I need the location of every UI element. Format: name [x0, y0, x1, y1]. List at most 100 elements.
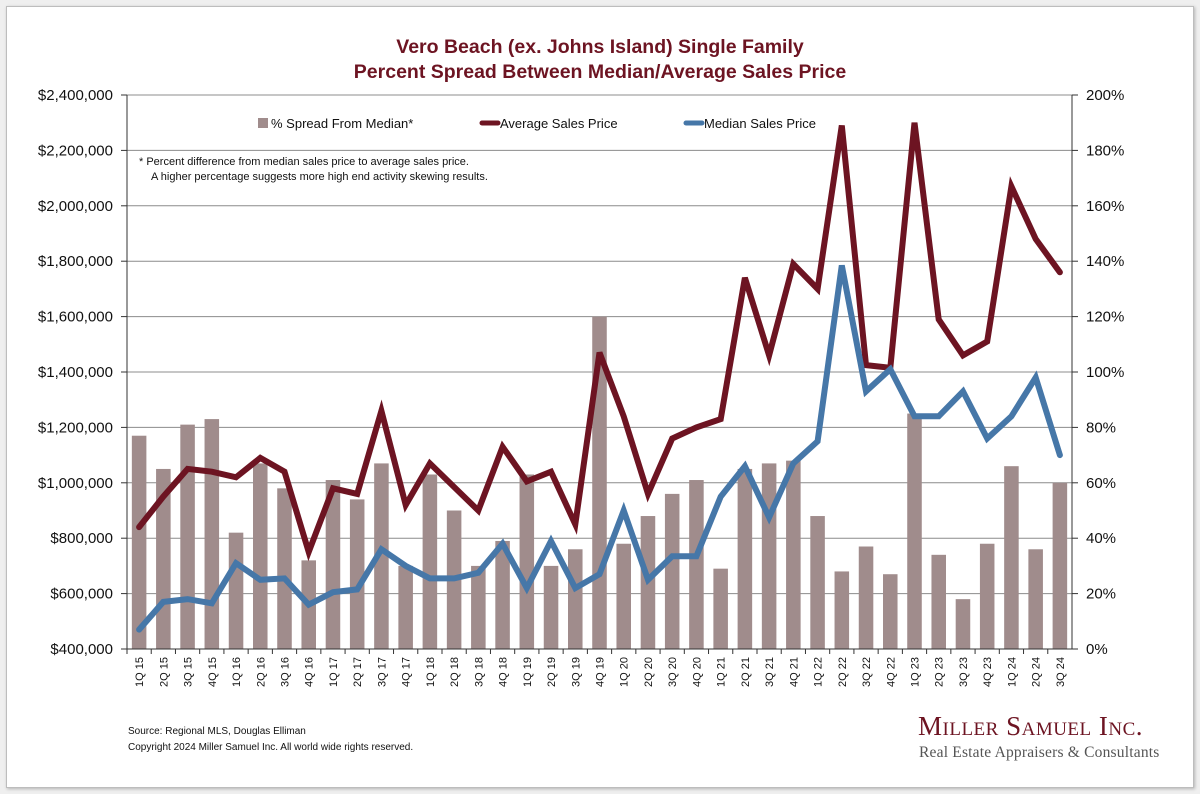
legend-label: Median Sales Price: [704, 116, 816, 131]
right-axis-tick-label: 80%: [1086, 419, 1116, 436]
chart-title-line-2: Percent Spread Between Median/Average Sa…: [353, 61, 847, 83]
x-axis-tick-label: 2Q 23: [934, 657, 946, 687]
x-axis-tick-label: 1Q 24: [1006, 657, 1018, 687]
x-axis-tick-label: 1Q 23: [910, 657, 922, 687]
x-axis-tick-label: 3Q 22: [861, 657, 873, 687]
bar: [543, 565, 559, 649]
left-axis-tick-label: $800,000: [50, 530, 113, 547]
bar: [495, 540, 510, 649]
x-axis-tick-label: 2Q 15: [158, 657, 170, 687]
right-axis-tick-label: 140%: [1086, 253, 1124, 270]
right-axis-tick-label: 40%: [1086, 530, 1116, 547]
line-series: [136, 122, 1063, 633]
bar: [519, 474, 535, 649]
bar: [253, 463, 268, 649]
x-axis-tick-label: 3Q 15: [183, 657, 195, 687]
company-logo-name: Miller Samuel Inc.: [918, 711, 1144, 741]
x-axis-tick-label: 3Q 17: [376, 657, 388, 687]
bar: [1028, 549, 1043, 649]
legend-swatch-spread: [258, 118, 268, 128]
left-axis-tick-label: $1,800,000: [38, 253, 113, 270]
bar: [349, 499, 365, 649]
x-axis-tick-label: 1Q 22: [813, 657, 825, 687]
bar: [1052, 482, 1068, 649]
bar: [422, 474, 438, 649]
left-axis-tick-label: $1,400,000: [38, 364, 113, 381]
bar: [883, 574, 898, 649]
bar: [131, 435, 147, 649]
x-axis-tick-label: 1Q 17: [328, 657, 340, 687]
bar: [398, 565, 413, 649]
bar: [713, 568, 728, 649]
left-axis-tick-label: $2,200,000: [38, 142, 113, 159]
x-axis-tick-label: 3Q 24: [1055, 657, 1067, 687]
x-axis-tick-label: 4Q 19: [595, 657, 607, 687]
left-axis-tick-label: $1,200,000: [38, 419, 113, 436]
x-axis-tick-label: 3Q 16: [280, 657, 292, 687]
right-axis-tick-label: 120%: [1086, 309, 1124, 326]
bar: [471, 565, 486, 649]
bar: [204, 419, 220, 649]
bar: [228, 532, 244, 649]
source-text: Source: Regional MLS, Douglas Elliman: [128, 726, 306, 737]
x-axis-tick-label: 4Q 15: [207, 657, 219, 687]
bar: [616, 543, 631, 649]
x-axis-tick-label: 3Q 20: [667, 657, 679, 687]
x-axis-tick-label: 1Q 18: [425, 657, 437, 687]
x-axis-tick-label: 2Q 24: [1031, 657, 1043, 687]
right-axis-tick-label: 60%: [1086, 475, 1116, 492]
chart-title-line-1: Vero Beach (ex. Johns Island) Single Fam…: [396, 36, 804, 58]
x-axis-tick-label: 3Q 19: [570, 657, 582, 687]
average-price-line: [136, 122, 1063, 562]
left-axis-tick-label: $2,400,000: [38, 87, 113, 104]
x-axis-tick-label: 1Q 16: [231, 657, 243, 687]
axes: $400,000 0% $600,000 20% $800,000 40% $1,000,0…: [38, 87, 1124, 687]
bar: [786, 460, 801, 649]
left-axis-tick-label: $400,000: [50, 641, 113, 658]
x-axis-tick-label: 4Q 16: [304, 657, 316, 687]
bar: [931, 554, 946, 649]
bar: [568, 549, 583, 649]
x-axis-tick-label: 3Q 21: [764, 657, 776, 687]
left-axis-tick-label: $1,600,000: [38, 309, 113, 326]
bar: [180, 424, 195, 649]
bar: [955, 599, 971, 649]
right-axis-tick-label: 0%: [1086, 641, 1108, 658]
bar: [737, 468, 753, 649]
legend: % Spread From Median* Average Sales Price…: [258, 116, 816, 131]
x-axis-tick-label: 4Q 20: [691, 657, 703, 687]
x-axis-tick-label: 3Q 23: [958, 657, 970, 687]
x-axis-tick-label: 4Q 17: [401, 657, 413, 687]
right-axis-tick-label: 160%: [1086, 198, 1124, 215]
bar: [325, 480, 341, 649]
x-axis-tick-label: 2Q 18: [449, 657, 461, 687]
x-axis-tick-label: 4Q 18: [498, 657, 510, 687]
bar: [374, 463, 389, 649]
x-axis-tick-label: 2Q 16: [255, 657, 267, 687]
bar: [761, 463, 777, 649]
x-axis-tick-label: 4Q 23: [982, 657, 994, 687]
median-price-line: [136, 264, 1063, 633]
x-axis-tick-label: 1Q 15: [134, 657, 146, 687]
footnote-line-1: * Percent difference from median sales p…: [139, 156, 469, 168]
bar: [858, 546, 874, 649]
x-axis-tick-label: 2Q 17: [352, 657, 364, 687]
legend-label: Average Sales Price: [500, 116, 618, 131]
bar: [907, 413, 922, 649]
bar: [1004, 466, 1019, 649]
bar: [689, 480, 704, 649]
x-axis-tick-label: 2Q 21: [740, 657, 752, 687]
x-axis-tick-label: 4Q 22: [885, 657, 897, 687]
bar: [979, 543, 995, 649]
x-axis-tick-label: 3Q 18: [473, 657, 485, 687]
x-axis-tick-label: 1Q 21: [716, 657, 728, 687]
footnote-line-2: A higher percentage suggests more high e…: [151, 171, 488, 183]
x-axis-tick-label: 2Q 19: [546, 657, 558, 687]
bar: [810, 516, 825, 649]
right-axis-tick-label: 100%: [1086, 364, 1124, 381]
x-axis-tick-label: 4Q 21: [788, 657, 800, 687]
left-axis-tick-label: $1,000,000: [38, 475, 113, 492]
left-axis-tick-label: $600,000: [50, 586, 113, 603]
right-axis-tick-label: 180%: [1086, 142, 1124, 159]
bar-series: [131, 316, 1068, 649]
